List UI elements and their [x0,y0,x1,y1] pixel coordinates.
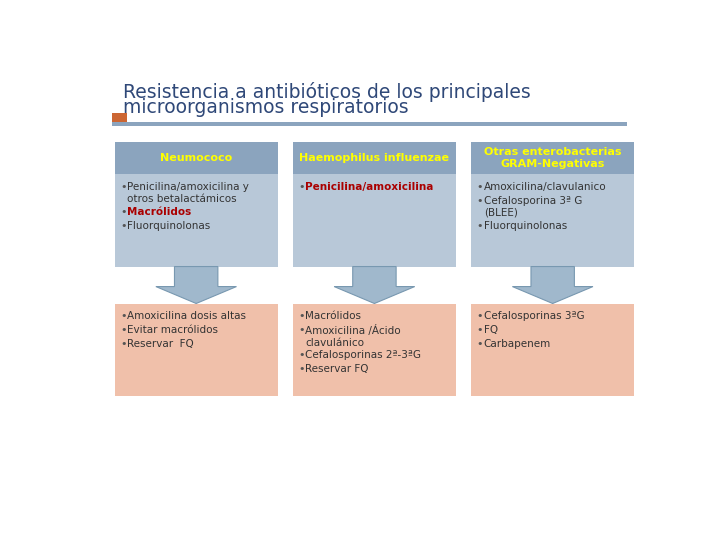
FancyBboxPatch shape [293,303,456,396]
Text: •: • [120,339,127,349]
Text: Reservar  FQ: Reservar FQ [127,339,194,349]
Text: Fluorquinolonas: Fluorquinolonas [127,221,210,231]
Text: FQ: FQ [484,325,498,335]
Text: •: • [120,207,127,217]
Text: microorganismos respiratorios: microorganismos respiratorios [122,98,408,117]
Text: •: • [477,221,483,231]
Text: Penicilina/amoxicilina: Penicilina/amoxicilina [305,182,434,192]
FancyBboxPatch shape [112,122,627,126]
Polygon shape [334,267,415,303]
Text: Amoxicilina /Ácido
clavulánico: Amoxicilina /Ácido clavulánico [305,325,401,348]
Text: Neumococo: Neumococo [160,153,233,163]
FancyBboxPatch shape [112,112,127,125]
Text: •: • [299,325,305,335]
Text: Fluorquinolonas: Fluorquinolonas [484,221,567,231]
FancyBboxPatch shape [472,174,634,267]
FancyBboxPatch shape [472,303,634,396]
Text: Cefalosporinas 3ªG: Cefalosporinas 3ªG [484,311,585,321]
FancyBboxPatch shape [114,174,277,267]
Text: •: • [299,350,305,361]
FancyBboxPatch shape [472,142,634,174]
Text: •: • [120,182,127,192]
Text: Amoxicilina dosis altas: Amoxicilina dosis altas [127,311,246,321]
Text: •: • [477,311,483,321]
Text: •: • [120,325,127,335]
FancyBboxPatch shape [293,174,456,267]
Text: •: • [299,182,305,192]
Text: •: • [477,339,483,349]
Text: Resistencia a antibióticos de los principales: Resistencia a antibióticos de los princi… [122,82,531,102]
Text: •: • [477,182,483,192]
Polygon shape [156,267,236,303]
Text: •: • [477,195,483,206]
Text: Evitar macrólidos: Evitar macrólidos [127,325,218,335]
Text: •: • [120,311,127,321]
Text: •: • [120,221,127,231]
Text: Cefalosporinas 2ª-3ªG: Cefalosporinas 2ª-3ªG [305,350,421,361]
Text: Cefalosporina 3ª G
(BLEE): Cefalosporina 3ª G (BLEE) [484,195,582,218]
Text: Amoxicilina/clavulanico: Amoxicilina/clavulanico [484,182,606,192]
Text: •: • [299,364,305,374]
FancyBboxPatch shape [293,142,456,174]
Text: Penicilina/amoxicilina y
otros betalactámicos: Penicilina/amoxicilina y otros betalactá… [127,182,249,204]
Text: Macrólidos: Macrólidos [127,207,192,217]
Text: Macrólidos: Macrólidos [305,311,361,321]
FancyBboxPatch shape [114,303,277,396]
Text: •: • [299,311,305,321]
Text: Reservar FQ: Reservar FQ [305,364,369,374]
Polygon shape [513,267,593,303]
Text: Otras enterobacterias
GRAM-Negativas: Otras enterobacterias GRAM-Negativas [484,146,621,170]
Text: Haemophilus influenzae: Haemophilus influenzae [300,153,449,163]
FancyBboxPatch shape [114,142,277,174]
Text: Carbapenem: Carbapenem [484,339,551,349]
Text: •: • [477,325,483,335]
